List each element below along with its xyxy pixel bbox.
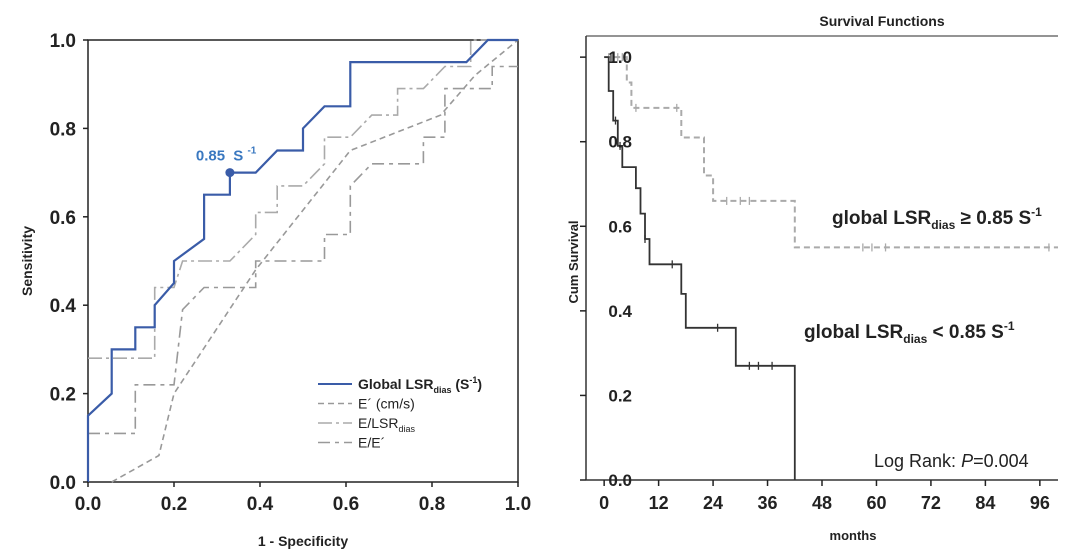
survival-x-tick-label: 72 (921, 493, 941, 513)
survival-label-low: global LSRdias < 0.85 S-1 (804, 319, 1015, 346)
survival-label-high-sub: dias (931, 218, 955, 232)
roc-curve-global-lsr (86, 38, 518, 482)
survival-x-tick-label: 96 (1030, 493, 1050, 513)
survival-y-ticks: 0.0 0.2 0.4 0.6 0.8 1.0 (580, 48, 633, 490)
survival-y-tick-label: 0.2 (608, 386, 632, 405)
survival-x-axis-label: months (830, 528, 877, 543)
roc-legend-global-lsr-sub: dias (433, 385, 451, 395)
roc-curve-e-lsr (88, 39, 518, 360)
log-rank-value: =0.004 (973, 451, 1029, 471)
roc-legend-e-lsr-main: E/LSR (358, 415, 398, 431)
survival-label-low-post: < 0.85 S (927, 322, 1004, 343)
roc-x-tick-label: 1.0 (505, 494, 531, 515)
survival-title: Survival Functions (819, 13, 944, 29)
survival-label-low-pre: global LSR (804, 322, 904, 343)
survival-y-axis-label: Cum Survival (566, 220, 581, 303)
roc-cutoff-sup: -1 (247, 146, 256, 157)
roc-legend-e-prime-text: E´ (cm/s) (358, 396, 415, 412)
roc-legend: Global LSRdias (S-1)E´ (cm/s)E/LSRdiasE/… (318, 375, 482, 451)
survival-x-tick-label: 60 (866, 493, 886, 513)
survival-x-ticks: 0 12 24 36 48 60 72 84 96 (599, 480, 1050, 513)
roc-x-tick-label: 0.2 (161, 494, 187, 515)
roc-legend-e-prime-main: E´ (cm/s) (358, 396, 415, 412)
roc-x-tick-label: 0.0 (75, 494, 101, 515)
roc-y-ticks: 0.0 0.2 0.4 0.6 0.8 1.0 (50, 31, 88, 494)
roc-y-tick-label: 0.4 (50, 296, 77, 317)
roc-legend-global-lsr-suffix-sup: -1 (469, 375, 477, 385)
roc-legend-global-lsr-suffix: (S (451, 376, 469, 392)
roc-legend-e-lsr-sub: dias (398, 424, 415, 434)
survival-x-tick-label: 24 (703, 493, 723, 513)
survival-label-high-pre: global LSR (832, 208, 932, 229)
survival-label-high-post: ≥ 0.85 S (955, 208, 1031, 229)
roc-curve-e-prime (111, 39, 519, 483)
roc-y-tick-label: 0.8 (50, 119, 76, 140)
roc-plot-frame (87, 39, 519, 483)
log-rank-annotation: Log Rank: P=0.004 (874, 451, 1029, 471)
roc-y-axis-label: Sensitivity (19, 226, 35, 296)
roc-cutoff-unit: S (233, 148, 243, 165)
log-rank-p: P (961, 451, 973, 471)
roc-curves (86, 38, 519, 483)
roc-legend-global-lsr-main: Global LSR (358, 376, 433, 392)
roc-legend-e-lsr-text: E/LSRdias (358, 415, 415, 434)
roc-panel: 0.0 0.2 0.4 0.6 0.8 1.0 0.0 0.2 0.4 0.6 0.8 1.0 1 … (19, 31, 531, 549)
roc-cutoff-value: 0.85 (196, 148, 225, 165)
roc-y-tick-label: 0.6 (50, 208, 76, 229)
survival-x-tick-label: 36 (758, 493, 778, 513)
survival-y-tick-label: 0.0 (608, 471, 632, 490)
roc-legend-global-lsr-suffix-close: ) (477, 376, 482, 392)
roc-x-ticks: 0.0 0.2 0.4 0.6 0.8 1.0 (75, 482, 531, 515)
roc-x-axis-label: 1 - Specificity (258, 533, 348, 549)
roc-y-tick-label: 1.0 (50, 31, 76, 52)
roc-curve-e-e-prime (88, 65, 518, 435)
roc-x-tick-label: 0.4 (247, 494, 274, 515)
survival-label-low-sub: dias (903, 332, 927, 346)
roc-y-tick-label: 0.2 (50, 385, 76, 406)
survival-curves (604, 53, 1058, 480)
roc-legend-global-lsr-text: Global LSRdias (S-1) (358, 375, 482, 395)
roc-legend-e-e-prime-text: E/E´ (358, 435, 385, 451)
survival-x-tick-label: 84 (975, 493, 995, 513)
survival-x-tick-label: 12 (649, 493, 669, 513)
survival-panel: Survival Functions 0 12 24 36 48 60 72 84 96 0.0… (566, 13, 1058, 543)
survival-y-tick-label: 0.4 (608, 302, 632, 321)
roc-cutoff-label: 0.85 S -1 (196, 146, 257, 165)
roc-x-tick-label: 0.6 (333, 494, 359, 515)
survival-curve-low (604, 56, 796, 480)
roc-legend-e-e-prime-main: E/E´ (358, 435, 385, 451)
survival-y-tick-label: 1.0 (608, 48, 632, 67)
roc-x-tick-label: 0.8 (419, 494, 445, 515)
survival-label-high: global LSRdias ≥ 0.85 S-1 (832, 205, 1042, 232)
survival-x-tick-label: 0 (599, 493, 609, 513)
survival-label-low-sup: -1 (1004, 319, 1015, 333)
roc-cutoff-point (225, 168, 235, 178)
log-rank-prefix: Log Rank: (874, 451, 961, 471)
survival-y-tick-label: 0.8 (608, 133, 632, 152)
survival-x-tick-label: 48 (812, 493, 832, 513)
survival-label-high-sup: -1 (1031, 205, 1042, 219)
survival-y-tick-label: 0.6 (608, 217, 632, 236)
roc-y-tick-label: 0.0 (50, 473, 76, 494)
